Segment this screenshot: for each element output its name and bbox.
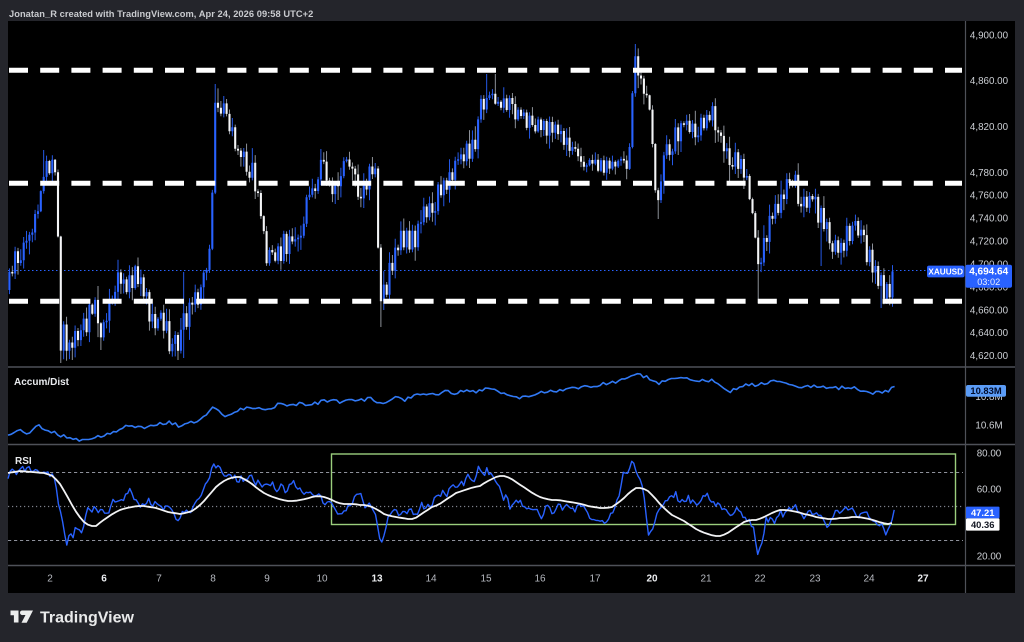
- svg-text:XAUUSD: XAUUSD: [928, 268, 963, 277]
- svg-text:6: 6: [101, 574, 107, 585]
- svg-text:23: 23: [809, 574, 821, 585]
- svg-text:24: 24: [863, 574, 875, 585]
- svg-text:27: 27: [917, 574, 929, 585]
- svg-text:4,620.00: 4,620.00: [970, 351, 1009, 362]
- svg-text:10.83M: 10.83M: [970, 385, 1001, 396]
- svg-text:16: 16: [534, 574, 546, 585]
- svg-text:7: 7: [156, 574, 162, 585]
- svg-text:4,640.00: 4,640.00: [970, 328, 1009, 339]
- svg-text:8: 8: [210, 574, 216, 585]
- svg-text:RSI: RSI: [15, 456, 32, 467]
- svg-text:4,900.00: 4,900.00: [970, 30, 1009, 41]
- svg-text:4,820.00: 4,820.00: [970, 122, 1009, 133]
- svg-text:40.36: 40.36: [971, 519, 994, 530]
- svg-text:9: 9: [264, 574, 270, 585]
- svg-text:Jonatan_R created with Trading: Jonatan_R created with TradingView.com, …: [9, 9, 313, 19]
- svg-text:10.8M: 10.8M: [975, 392, 1002, 403]
- svg-text:80.00: 80.00: [977, 449, 1002, 460]
- svg-text:2: 2: [47, 574, 53, 585]
- svg-text:TradingView: TradingView: [40, 610, 135, 627]
- svg-text:10: 10: [316, 574, 328, 585]
- svg-text:4,740.00: 4,740.00: [970, 214, 1009, 225]
- svg-text:4,760.00: 4,760.00: [970, 191, 1009, 202]
- svg-text:17: 17: [589, 574, 601, 585]
- svg-text:4,860.00: 4,860.00: [970, 76, 1009, 87]
- svg-text:4,720.00: 4,720.00: [970, 237, 1009, 248]
- svg-text:4,780.00: 4,780.00: [970, 168, 1009, 179]
- svg-text:4,694.64: 4,694.64: [969, 267, 1008, 278]
- svg-text:03:02: 03:02: [977, 277, 1000, 287]
- svg-text:14: 14: [425, 574, 437, 585]
- svg-text:13: 13: [371, 574, 383, 585]
- svg-text:10.6M: 10.6M: [975, 421, 1002, 432]
- svg-text:20.00: 20.00: [977, 552, 1002, 563]
- svg-text:21: 21: [700, 574, 712, 585]
- svg-text:4,660.00: 4,660.00: [970, 305, 1009, 316]
- svg-text:15: 15: [480, 574, 492, 585]
- svg-text:60.00: 60.00: [977, 485, 1002, 496]
- svg-text:47.21: 47.21: [971, 507, 994, 518]
- svg-text:Accum/Dist: Accum/Dist: [14, 377, 70, 388]
- svg-text:20: 20: [646, 574, 658, 585]
- svg-text:4,680.00: 4,680.00: [970, 282, 1009, 293]
- svg-text:22: 22: [754, 574, 766, 585]
